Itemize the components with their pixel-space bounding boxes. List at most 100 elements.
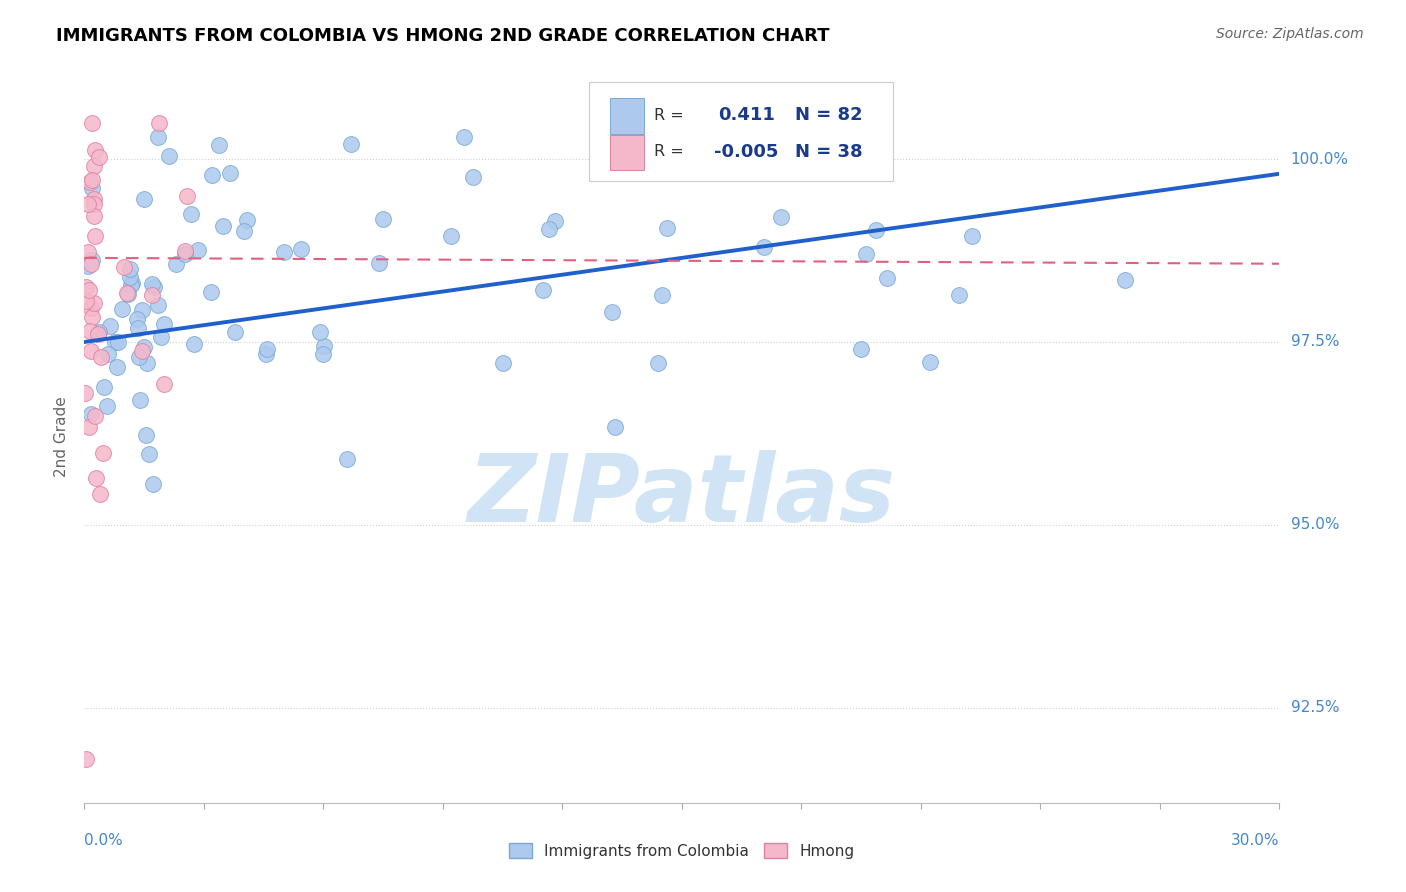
Point [83,296,105,310]
Point [91,446,114,460]
Point [336,451,359,466]
Point [107,335,129,350]
Point [112,260,135,274]
Point [865,222,887,236]
Point [77,259,100,273]
Point [187,244,209,258]
Text: IMMIGRANTS FROM COLOMBIA VS HMONG 2ND GRADE CORRELATION CHART: IMMIGRANTS FROM COLOMBIA VS HMONG 2ND GR… [56,27,830,45]
Point [183,336,205,351]
Point [224,325,246,339]
Point [141,277,163,291]
Point [219,166,242,180]
Point [75,294,97,309]
Point [142,477,165,491]
Text: ZIPatlas: ZIPatlas [468,450,896,541]
Point [876,271,898,285]
FancyBboxPatch shape [589,82,893,181]
Point [105,359,128,374]
Point [128,392,150,407]
Point [655,221,678,235]
Point [152,317,174,331]
Point [84,143,107,157]
Point [157,148,180,162]
Text: R =: R = [654,108,685,123]
Point [82,172,104,186]
Point [80,115,103,129]
Point [1114,273,1136,287]
Point [153,377,176,392]
Point [80,343,103,358]
Point [141,287,163,301]
Point [492,356,515,370]
Point [273,244,295,259]
Point [120,278,142,293]
Point [75,386,97,401]
Point [96,400,118,414]
Point [148,115,170,129]
Point [77,283,100,297]
Point [131,343,153,358]
Point [135,427,157,442]
Point [235,213,257,227]
Point [117,287,139,301]
Point [83,192,105,206]
Point [371,211,394,226]
Point [138,447,160,461]
Point [87,326,110,340]
Text: Source: ZipAtlas.com: Source: ZipAtlas.com [1216,27,1364,41]
Point [79,175,101,189]
Text: 0.411: 0.411 [718,106,775,124]
Point [463,170,485,185]
Text: N = 82: N = 82 [796,106,863,124]
Point [948,288,970,302]
Point [173,247,195,261]
Point [254,347,277,361]
Point [127,311,149,326]
Point [651,288,673,302]
Point [89,487,111,501]
Legend: Immigrants from Colombia, Hmong: Immigrants from Colombia, Hmong [503,837,860,864]
Point [120,262,142,277]
Point [602,304,624,318]
Text: 100.0%: 100.0% [1291,152,1348,167]
Point [118,269,141,284]
Point [134,340,156,354]
Point [453,130,475,145]
Point [80,408,103,422]
Text: R =: R = [654,145,685,160]
Point [83,196,105,211]
Point [80,301,103,316]
Text: 92.5%: 92.5% [1291,700,1339,715]
Point [83,159,105,173]
Point [77,196,100,211]
Point [368,256,391,270]
Point [201,168,224,182]
Point [233,224,256,238]
Point [309,325,332,339]
Point [537,222,560,236]
Y-axis label: 2nd Grade: 2nd Grade [53,397,69,477]
Point [752,240,775,254]
Point [84,409,107,423]
Point [855,247,877,261]
Point [131,303,153,318]
Point [86,326,108,341]
Point [75,752,97,766]
Point [150,330,173,344]
Point [211,219,233,234]
Point [86,471,108,485]
Point [174,244,197,258]
Point [117,286,139,301]
Point [769,210,792,224]
Point [83,210,105,224]
Text: 30.0%: 30.0% [1232,833,1279,848]
Point [89,150,111,164]
Point [104,335,127,350]
Point [146,130,169,145]
Bar [610,98,644,134]
Bar [610,135,644,170]
Point [200,285,222,300]
Point [80,257,103,271]
Point [82,310,104,325]
Text: -0.005: -0.005 [714,143,779,161]
